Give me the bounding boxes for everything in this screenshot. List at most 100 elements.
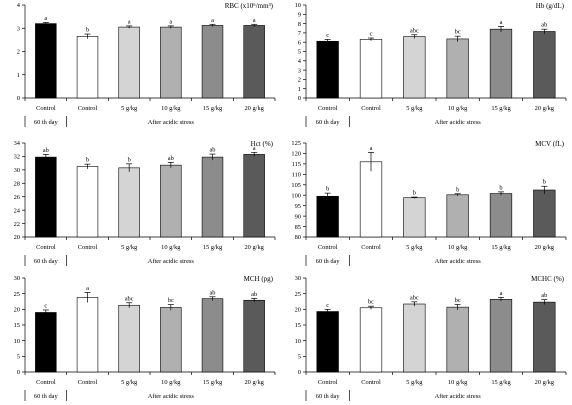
category-label: 15 g/kg — [491, 244, 511, 251]
significance-label: ab — [541, 292, 547, 299]
category-label: 15 g/kg — [203, 244, 223, 251]
significance-label: b — [86, 157, 89, 164]
bar — [35, 312, 57, 373]
group-label-stress: After acidic stress — [435, 119, 482, 126]
significance-label: a — [128, 18, 131, 25]
y-tick-label: 25 — [295, 291, 301, 298]
panel-title: MCHC (%) — [531, 275, 565, 283]
category-label: 10 g/kg — [448, 105, 468, 112]
y-tick-label: 20 — [14, 234, 20, 241]
y-tick-label: 115 — [292, 161, 301, 168]
category-label: 20 g/kg — [535, 379, 555, 386]
y-tick-label: 10 — [14, 338, 20, 345]
y-tick-label: 10 — [295, 338, 301, 345]
group-label-baseline: 60 th day — [34, 393, 59, 400]
significance-label: a — [44, 15, 47, 22]
y-tick-label: 22 — [14, 221, 20, 228]
y-tick-label: 8 — [298, 21, 301, 28]
chart-panel: 0 1 2 3 4 RBC (x10⁶/mm³) a Control b Control a 5 g/… — [17, 2, 276, 127]
significance-label: ab — [168, 155, 174, 162]
y-tick-label: 28 — [14, 180, 20, 187]
category-label: Control — [36, 105, 56, 112]
y-tick-label: 25 — [14, 291, 20, 298]
y-tick-label: 20 — [14, 307, 20, 314]
significance-label: a — [211, 17, 214, 24]
bar — [446, 306, 469, 373]
category-label: 5 g/kg — [406, 105, 423, 112]
significance-label: a — [500, 290, 503, 297]
significance-label: a — [169, 18, 172, 25]
category-label: 10 g/kg — [161, 105, 181, 112]
significance-label: ab — [251, 291, 257, 298]
group-label-baseline: 60 th day — [316, 258, 341, 265]
y-tick-label: 95 — [295, 203, 301, 210]
category-label: 5 g/kg — [121, 244, 138, 251]
y-tick-label: 24 — [14, 207, 21, 214]
bar — [201, 156, 224, 238]
y-tick-label: 6 — [298, 39, 301, 46]
category-label: 15 g/kg — [491, 379, 511, 386]
group-label-stress: After acidic stress — [435, 393, 482, 400]
significance-label: b — [86, 27, 89, 34]
y-tick-label: 9 — [298, 12, 301, 19]
y-tick-label: 10 — [295, 2, 301, 9]
significance-label: ab — [43, 147, 49, 154]
y-tick-label: 32 — [14, 154, 20, 161]
category-label: 15 g/kg — [203, 105, 223, 112]
group-label-baseline: 60 th day — [34, 258, 59, 265]
category-label: 15 g/kg — [203, 379, 223, 386]
y-tick-label: 30 — [14, 275, 20, 282]
y-tick-label: 0 — [298, 95, 301, 102]
bar — [76, 36, 99, 99]
y-tick-label: 20 — [295, 307, 301, 314]
y-tick-label: 125 — [291, 140, 301, 147]
bar — [403, 303, 426, 373]
category-label: 5 g/kg — [121, 105, 138, 112]
bar — [359, 307, 383, 373]
category-label: Control — [318, 244, 338, 251]
significance-label: c — [44, 302, 47, 309]
group-label-baseline: 60 th day — [34, 119, 59, 126]
y-tick-label: 4 — [298, 58, 302, 65]
y-tick-label: 1 — [17, 72, 20, 79]
y-tick-label: 105 — [291, 182, 301, 189]
significance-label: b — [456, 186, 459, 193]
y-tick-label: 0 — [17, 95, 20, 102]
y-tick-label: 34 — [14, 140, 21, 147]
y-tick-label: 110 — [292, 172, 301, 179]
bar — [243, 299, 265, 373]
panel-title: MCH (pg) — [244, 275, 274, 283]
category-label: Control — [36, 379, 56, 386]
category-label: Control — [318, 379, 338, 386]
bar — [359, 39, 383, 99]
significance-label: bc — [368, 299, 374, 306]
bar — [201, 298, 224, 373]
y-tick-label: 1 — [298, 86, 301, 93]
bar — [160, 307, 182, 373]
bar — [243, 25, 265, 99]
category-label: 5 g/kg — [406, 379, 423, 386]
category-label: Control — [361, 105, 381, 112]
category-label: Control — [78, 379, 98, 386]
panel-title: Hb (g/dL) — [536, 2, 565, 10]
bar — [533, 31, 556, 99]
category-label: Control — [318, 105, 338, 112]
category-label: 10 g/kg — [161, 244, 181, 251]
significance-label: abc — [410, 294, 419, 301]
category-label: 20 g/kg — [244, 105, 264, 112]
bar — [243, 154, 265, 238]
significance-label: b — [413, 190, 416, 197]
group-label-baseline: 60 th day — [316, 119, 341, 126]
group-label-stress: After acidic stress — [148, 258, 195, 265]
significance-label: abc — [410, 27, 419, 34]
bar — [35, 156, 57, 238]
significance-label: c — [370, 31, 373, 38]
category-label: Control — [78, 244, 98, 251]
category-label: Control — [78, 105, 98, 112]
bar — [316, 311, 339, 373]
bar — [76, 166, 99, 238]
category-label: Control — [361, 379, 381, 386]
significance-label: b — [128, 156, 131, 163]
